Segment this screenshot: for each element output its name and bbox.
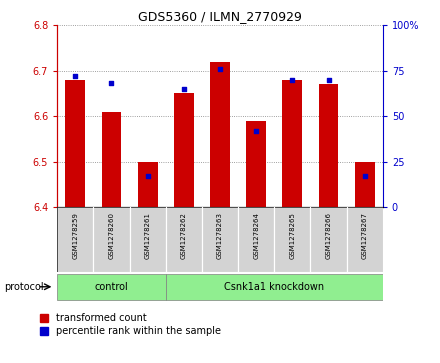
Bar <box>174 93 194 207</box>
Text: GSM1278259: GSM1278259 <box>72 212 78 259</box>
Text: GSM1278266: GSM1278266 <box>326 212 331 259</box>
Bar <box>166 207 202 272</box>
Bar <box>282 80 302 207</box>
Bar <box>202 207 238 272</box>
Text: protocol: protocol <box>4 282 44 292</box>
Bar <box>210 62 230 207</box>
Text: GSM1278267: GSM1278267 <box>362 212 368 259</box>
Bar <box>355 162 375 207</box>
Bar <box>129 207 166 272</box>
Point <box>72 73 79 79</box>
Point <box>180 86 187 92</box>
Text: GSM1278263: GSM1278263 <box>217 212 223 259</box>
Point <box>216 66 224 72</box>
Bar <box>57 274 166 300</box>
Bar <box>347 207 383 272</box>
Bar <box>319 84 338 207</box>
Point <box>144 173 151 179</box>
Point <box>108 81 115 86</box>
Text: Csnk1a1 knockdown: Csnk1a1 knockdown <box>224 282 324 292</box>
Bar <box>238 207 274 272</box>
Bar <box>311 207 347 272</box>
Bar <box>57 207 93 272</box>
Title: GDS5360 / ILMN_2770929: GDS5360 / ILMN_2770929 <box>138 10 302 23</box>
Text: GSM1278265: GSM1278265 <box>290 212 295 259</box>
Point <box>361 173 368 179</box>
Point <box>325 77 332 83</box>
Bar <box>166 274 383 300</box>
Bar <box>93 207 129 272</box>
Point <box>289 77 296 83</box>
Text: GSM1278260: GSM1278260 <box>109 212 114 259</box>
Text: GSM1278262: GSM1278262 <box>181 212 187 259</box>
Bar <box>274 207 311 272</box>
Bar <box>102 111 121 207</box>
Bar <box>138 162 158 207</box>
Text: GSM1278264: GSM1278264 <box>253 212 259 259</box>
Bar <box>246 121 266 207</box>
Legend: transformed count, percentile rank within the sample: transformed count, percentile rank withi… <box>40 313 220 337</box>
Point <box>253 128 260 134</box>
Text: control: control <box>95 282 128 292</box>
Text: GSM1278261: GSM1278261 <box>145 212 150 259</box>
Bar <box>66 80 85 207</box>
